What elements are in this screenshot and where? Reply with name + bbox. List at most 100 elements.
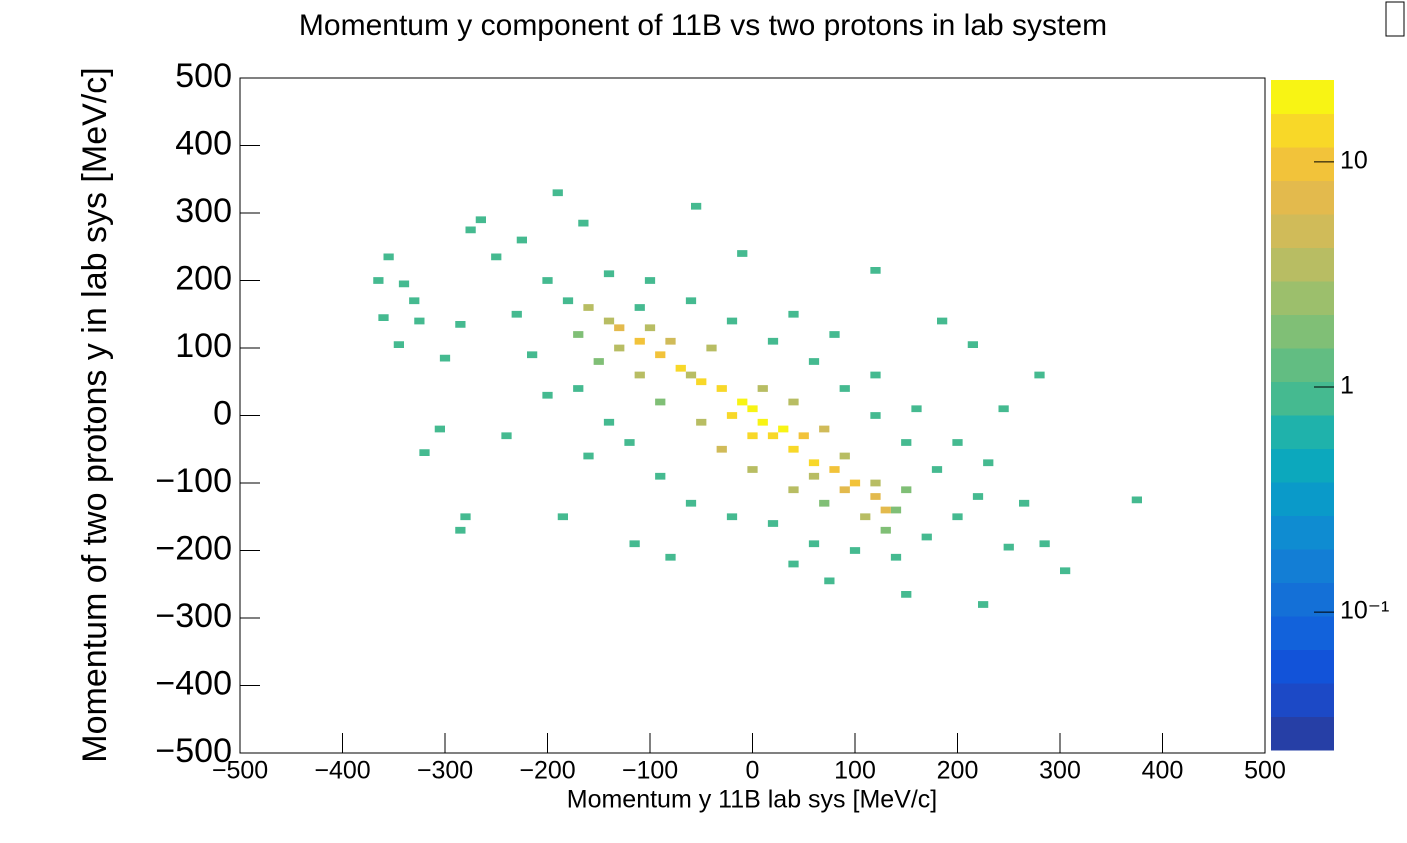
palette-band <box>1271 80 1334 114</box>
heatmap-cell <box>716 445 727 453</box>
heatmap-cell <box>716 385 727 392</box>
heatmap-cell <box>655 351 666 359</box>
heatmap-cell <box>788 445 799 453</box>
heatmap-cell <box>414 317 425 325</box>
heatmap-cell <box>573 385 584 392</box>
heatmap-cell <box>808 358 820 365</box>
heatmap-cell <box>583 304 594 311</box>
y-tick-label: 500 <box>175 57 232 95</box>
heatmap-cell <box>603 270 615 278</box>
heatmap-cell <box>860 513 871 521</box>
palette-band <box>1271 515 1334 550</box>
heatmap-cell <box>767 432 779 440</box>
heatmap-cell <box>1003 543 1014 551</box>
heatmap-cell <box>767 520 779 527</box>
heatmap-cell <box>373 277 384 284</box>
palette-band <box>1271 616 1334 650</box>
palette-band <box>1271 448 1334 483</box>
heatmap-cell <box>998 405 1009 413</box>
heatmap-cell <box>829 466 840 473</box>
palette-band <box>1271 281 1334 315</box>
heatmap-cell <box>393 341 404 348</box>
heatmap-cell <box>655 398 666 406</box>
heatmap-cell <box>706 344 717 352</box>
heatmap-cell <box>1039 540 1050 548</box>
heatmap-cell <box>880 506 891 514</box>
palette-band <box>1271 214 1334 248</box>
heatmap-cell <box>665 553 676 561</box>
heatmap-cell <box>511 310 522 318</box>
heatmap-cell <box>398 280 410 288</box>
heatmap-cell <box>747 432 758 440</box>
heatmap-cell <box>788 398 799 406</box>
heatmap-cell <box>542 391 553 399</box>
heatmap-cell <box>527 351 538 359</box>
y-tick-label: 0 <box>213 394 232 432</box>
heatmap-cell <box>901 439 912 446</box>
x-tick-label: −300 <box>417 757 473 785</box>
heatmap-cell <box>439 354 451 362</box>
heatmap-cell <box>383 253 394 261</box>
palette-band <box>1271 415 1334 449</box>
heatmap-cell <box>557 513 568 521</box>
heatmap-cell <box>419 449 430 456</box>
heatmap-cell <box>901 591 912 598</box>
heatmap-cell <box>696 418 707 426</box>
heatmap-cell <box>685 371 697 379</box>
heatmap-cell <box>629 540 640 548</box>
y-tick-label: −100 <box>155 462 232 500</box>
heatmap-cell <box>788 310 799 318</box>
heatmap-cell <box>434 425 445 433</box>
heatmap-cell <box>808 540 820 548</box>
heatmap-cell <box>1131 496 1142 504</box>
y-tick-label: 100 <box>175 327 232 365</box>
heatmap-cell <box>726 412 738 419</box>
palette-band <box>1271 348 1334 382</box>
x-tick-label: 100 <box>834 757 876 785</box>
heatmap-cell <box>603 418 615 426</box>
heatmap-cell <box>972 493 984 500</box>
heatmap-cell <box>634 304 645 311</box>
heatmap-cell <box>778 425 789 433</box>
heatmap-cell <box>890 506 902 514</box>
menu-icon[interactable] <box>1385 1 1405 37</box>
heatmap-cell <box>931 466 943 473</box>
chart-title: Momentum y component of 11B vs two proto… <box>299 9 1107 42</box>
heatmap-cell <box>1019 499 1030 507</box>
heatmap-cell <box>501 432 512 440</box>
heatmap-cell <box>475 216 486 224</box>
heatmap-cell <box>911 405 922 413</box>
heatmap-cell <box>685 297 697 305</box>
heatmap-cell <box>542 277 553 284</box>
heatmap-cell <box>634 337 645 345</box>
heatmap-cell <box>870 493 881 500</box>
x-tick-label: 0 <box>746 757 760 785</box>
heatmap-cell <box>726 513 738 521</box>
palette-band <box>1271 716 1334 751</box>
heatmap-cell <box>839 452 850 460</box>
heatmap-cell <box>978 601 989 608</box>
heatmap-cell <box>983 459 994 467</box>
palette-band <box>1271 314 1334 349</box>
heatmap-cell <box>634 371 645 379</box>
x-tick-label: 500 <box>1244 757 1286 785</box>
x-tick-label: 400 <box>1142 757 1184 785</box>
palette-band <box>1271 247 1334 282</box>
palette-band <box>1271 482 1334 516</box>
heatmap-cell <box>870 267 881 274</box>
heatmap-cell <box>767 337 779 345</box>
palette-band <box>1271 582 1334 617</box>
heatmap-cell <box>614 344 625 352</box>
heatmap-cell <box>870 371 881 379</box>
heatmap-cell <box>552 189 563 197</box>
palette-band <box>1271 147 1334 181</box>
heatmap-cell <box>593 358 604 365</box>
heatmap-cell <box>819 425 830 433</box>
z-tick-label: 10⁻¹ <box>1340 597 1389 625</box>
heatmap-cell <box>849 479 861 487</box>
z-tick-label: 10 <box>1340 146 1368 174</box>
heatmap-cell <box>849 547 861 554</box>
heatmap-cell <box>675 364 686 372</box>
heatmap-cell <box>624 439 635 446</box>
